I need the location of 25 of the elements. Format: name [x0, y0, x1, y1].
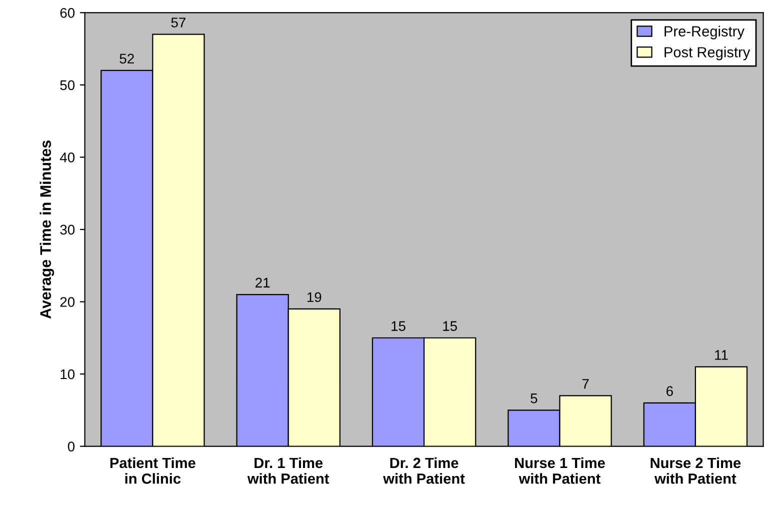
data-label: 57 [171, 18, 186, 28]
legend-label: Post Registry [664, 46, 750, 60]
data-label: 15 [392, 321, 406, 331]
x-tick-label: Nurse 1 Time with Patient [515, 457, 605, 484]
y-tick-label: 30 [60, 224, 75, 235]
data-label: 6 [666, 386, 673, 396]
data-label: 21 [256, 278, 270, 288]
data-label: 19 [307, 292, 322, 302]
data-label: 5 [530, 394, 538, 404]
x-tick-label: Dr. 1 Time with Patient [247, 457, 330, 484]
data-label: 11 [715, 350, 728, 360]
data-label: 7 [582, 379, 589, 389]
y-tick-label: 10 [60, 369, 75, 380]
data-label: 52 [120, 54, 134, 64]
y-tick-label: 60 [60, 8, 75, 18]
x-tick-label: Patient Time in Clinic [110, 457, 196, 484]
x-tick-label: Nurse 2 Time with Patient [650, 457, 741, 484]
legend-label: Pre-Registry [664, 26, 744, 40]
y-tick-label: 20 [60, 297, 75, 307]
y-tick-label: 40 [60, 152, 75, 162]
y-axis-title: Average Time in Minutes [40, 140, 54, 319]
y-tick-label: 50 [60, 80, 75, 90]
y-tick-label: 0 [68, 442, 75, 452]
x-tick-label: Dr. 2 Time with Patient [383, 457, 465, 484]
data-label: 15 [443, 321, 457, 331]
